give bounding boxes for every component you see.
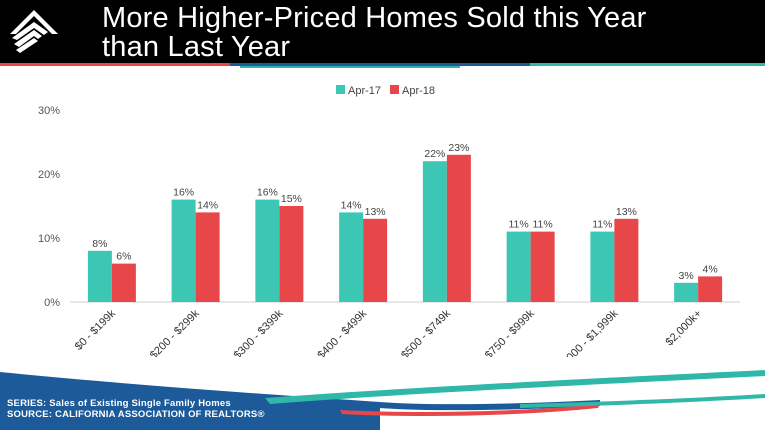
data-label: 8% xyxy=(92,238,107,250)
bar-apr-17 xyxy=(506,231,531,302)
data-label: 16% xyxy=(173,187,194,199)
bar-apr-18 xyxy=(698,276,723,302)
data-label: 23% xyxy=(448,142,469,154)
y-tick-label: 30% xyxy=(38,105,60,117)
title-line-1: More Higher-Priced Homes Sold this Year xyxy=(102,2,647,34)
bar-apr-18 xyxy=(195,212,220,302)
header-accent-stripes xyxy=(0,63,765,68)
data-label: 22% xyxy=(424,148,445,160)
data-label: 14% xyxy=(341,199,362,211)
x-axis-labels: $0 - $199k $200 - $299k $300 - $399k $400 -… xyxy=(73,307,704,357)
x-tick-label: $200 - $299k xyxy=(148,307,202,357)
x-tick-label: $750 - $999k xyxy=(483,307,537,357)
title-line-2: than Last Year xyxy=(102,31,291,63)
data-label: 4% xyxy=(703,263,718,275)
bar-apr-17 xyxy=(171,199,196,302)
data-label: 3% xyxy=(679,270,694,282)
bar-apr-17 xyxy=(339,212,364,302)
legend-swatch-apr17 xyxy=(336,85,345,94)
data-label: 13% xyxy=(365,206,386,218)
x-tick-label: $0 - $199k xyxy=(73,307,119,353)
x-tick-label: $400 - $499k xyxy=(315,307,369,357)
footer-source: SOURCE: CALIFORNIA ASSOCIATION OF REALTO… xyxy=(7,409,265,420)
legend-swatch-apr18 xyxy=(390,85,399,94)
header-bar: More Higher-Priced Homes Sold this Year … xyxy=(0,0,765,63)
bar-apr-18 xyxy=(363,218,388,302)
legend-label-apr18: Apr-18 xyxy=(402,85,435,97)
bar-chart: Apr-17 Apr-18 0%10%20%30% 8%6%16%14%16%1… xyxy=(38,85,740,357)
bar-apr-17 xyxy=(255,199,280,302)
page-title: More Higher-Priced Homes Sold this Year … xyxy=(102,4,742,62)
footer-waves xyxy=(0,370,765,430)
bar-apr-18 xyxy=(111,263,136,302)
bar-apr-17 xyxy=(422,161,447,302)
data-label: 15% xyxy=(281,193,302,205)
x-tick-label: $2,000k+ xyxy=(664,308,705,349)
footer-text: SERIES: Sales of Existing Single Family … xyxy=(7,398,265,420)
realtors-logo-icon xyxy=(10,10,58,53)
x-tick-label: $1,000 - $1,999k xyxy=(554,307,621,357)
bar-apr-18 xyxy=(614,218,639,302)
bar-apr-17 xyxy=(674,282,699,302)
x-tick-label: $500 - $749k xyxy=(399,307,453,357)
data-label: 11% xyxy=(533,219,553,231)
data-label: 16% xyxy=(257,187,278,199)
x-tick-label: $300 - $399k xyxy=(232,307,286,357)
y-tick-label: 10% xyxy=(38,233,60,245)
bars-group: 8%6%16%14%16%15%14%13%22%23%11% 11% 11%13%… xyxy=(87,142,723,302)
data-label: 6% xyxy=(116,251,131,263)
y-tick-label: 0% xyxy=(44,297,60,309)
data-label: 13% xyxy=(616,206,637,218)
chart-legend: Apr-17 Apr-18 xyxy=(336,85,435,97)
bar-apr-18 xyxy=(530,231,555,302)
bar-apr-17 xyxy=(87,250,112,302)
y-tick-label: 20% xyxy=(38,169,60,181)
data-label: 14% xyxy=(197,199,218,211)
data-label: 11% xyxy=(592,219,612,231)
bar-apr-18 xyxy=(446,154,471,302)
legend-label-apr17: Apr-17 xyxy=(348,85,381,97)
bar-apr-18 xyxy=(279,206,304,302)
footer-series: SERIES: Sales of Existing Single Family … xyxy=(7,398,231,409)
data-label: 11% xyxy=(509,219,529,231)
bar-apr-17 xyxy=(590,231,615,302)
